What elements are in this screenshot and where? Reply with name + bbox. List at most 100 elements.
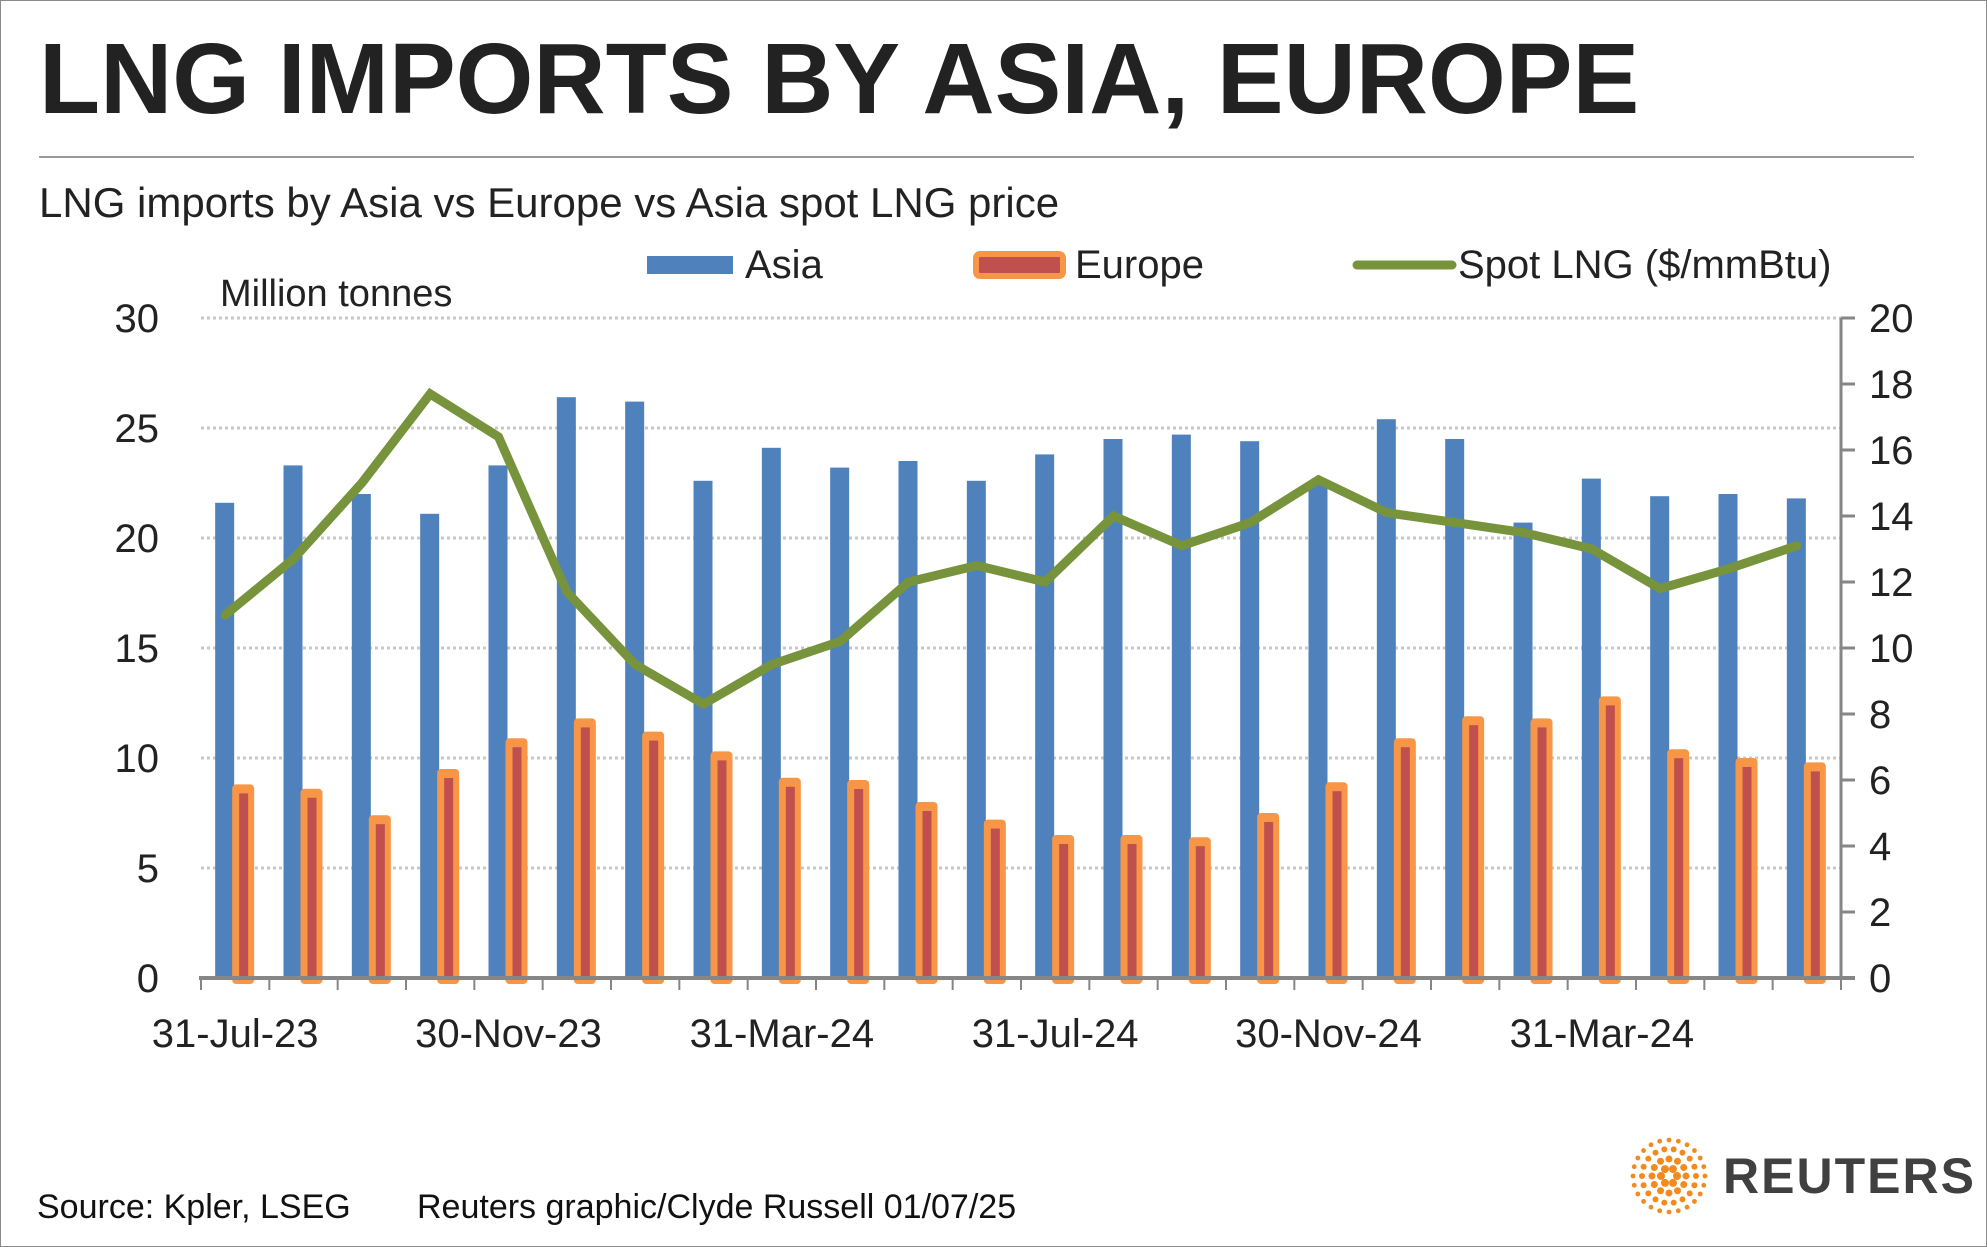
reuters-logo-mark [1630,1137,1708,1215]
logo-dot [1666,1137,1672,1143]
bar-europe-inner [444,778,454,976]
y2-tick-label: 2 [1869,891,1891,935]
bar-europe-inner [1264,822,1274,976]
logo-dot [1670,1146,1677,1153]
bar-europe-inner [1059,844,1069,976]
bar-europe-inner [1127,844,1137,976]
logo-dot [1679,1149,1686,1156]
bar-europe-inner [1537,727,1547,976]
chart-title: LNG IMPORTS BY ASIA, EUROPE [39,23,1639,135]
y-tick-label: 5 [137,847,159,891]
y2-tick-label: 18 [1869,363,1914,407]
spot-lng-line [220,387,1802,710]
logo-dot [1635,1155,1641,1161]
y2-tick-label: 0 [1869,957,1891,1001]
logo-dot [1657,1172,1665,1180]
logo-dot [1657,1208,1663,1214]
bar-asia [761,447,781,978]
bar-europe-inner [922,811,932,976]
bar-europe-inner [1469,725,1479,976]
bar-asia [625,401,645,979]
y-axis-label: Million tonnes [220,273,452,315]
bar-europe-inner [1674,758,1684,976]
y2-tick-label: 14 [1869,495,1914,539]
logo-dot [1675,1138,1681,1144]
x-tick-label: 31-Jul-23 [152,1012,319,1056]
bar-europe-inner [307,797,317,976]
credit-note: Reuters graphic/Clyde Russell 01/07/25 [417,1188,1016,1226]
logo-dot [1661,1146,1668,1153]
bar-europe-inner [649,740,659,976]
bar-asia [351,494,371,978]
bar-asia [1581,478,1601,978]
logo-dot [1661,1178,1669,1187]
chart-subtitle: LNG imports by Asia vs Europe vs Asia sp… [39,179,1059,226]
legend-swatch-europe [973,251,1066,279]
bar-europe-inner [239,793,249,976]
bar-europe-inner [1195,846,1205,976]
logo-dot [1691,1163,1698,1170]
legend: Asia Europe Spot LNG ($/mmBtu) [647,243,1831,287]
logo-dot [1679,1196,1686,1203]
logo-dot [1648,1204,1654,1210]
bar-europe-inner [1400,747,1410,976]
logo-dot [1675,1208,1681,1214]
logo-dot [1680,1164,1688,1171]
source-note: Source: Kpler, LSEG [37,1188,351,1226]
y-tick-label: 30 [115,297,160,341]
y-tick-label: 15 [115,627,160,671]
y2-tick-label: 4 [1869,825,1891,869]
logo-dot [1652,1196,1659,1203]
logo-dot [1680,1181,1688,1188]
y2-tick-label: 16 [1869,429,1914,473]
y2-tick-label: 20 [1869,297,1914,341]
bar-europe-inner [1742,767,1752,976]
logo-dot [1652,1149,1659,1156]
bar-asia [556,397,576,978]
logo-dot [1697,1191,1703,1197]
logo-dot [1665,1155,1673,1163]
bar-europe-inner [990,828,1000,976]
logo-dot [1686,1155,1693,1162]
logo-dot [1673,1172,1681,1180]
logo-dot [1669,1178,1677,1187]
logo-dot [1650,1164,1658,1171]
logo-dot [1684,1142,1690,1148]
logo-dot [1639,1173,1645,1179]
bar-asia [1650,496,1670,978]
legend-label-spot: Spot LNG ($/mmBtu) [1458,243,1831,287]
bar-asia [1513,522,1533,978]
y2-tick-label: 6 [1869,759,1891,803]
bar-asia [420,513,440,978]
y-tick-label: 20 [115,517,160,561]
legend-label-europe: Europe [1075,243,1204,287]
bar-asia [1240,441,1260,978]
bar-asia [1376,419,1396,978]
y-tick-label: 25 [115,407,160,451]
y2-tick-label: 10 [1869,627,1914,671]
reuters-logo: REUTERS [1630,1137,1976,1215]
logo-dot [1641,1148,1646,1153]
bar-europe-inner [1810,771,1820,976]
x-tick-label: 30-Nov-24 [1235,1012,1422,1056]
y2-tick-label: 8 [1869,693,1891,737]
logo-dot [1657,1187,1664,1195]
bar-europe-inner [1332,791,1342,976]
logo-dot [1693,1173,1699,1179]
y-tick-label: 0 [137,957,159,1001]
x-tick-label: 30-Nov-23 [415,1012,602,1056]
bar-asia [693,480,713,978]
logo-dot [1691,1182,1698,1189]
x-tick-label: 31-Mar-24 [690,1012,875,1056]
bar-asia [1103,439,1123,978]
logo-dot [1682,1172,1690,1180]
logo-dot [1645,1155,1652,1162]
logo-dot [1674,1157,1681,1165]
logo-dot [1702,1173,1708,1179]
reuters-logo-text: REUTERS [1723,1148,1976,1204]
logo-dot [1641,1199,1646,1204]
logo-dot [1670,1199,1677,1206]
bar-asia [1308,480,1328,978]
